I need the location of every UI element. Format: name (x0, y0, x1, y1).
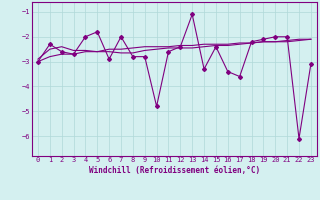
X-axis label: Windchill (Refroidissement éolien,°C): Windchill (Refroidissement éolien,°C) (89, 166, 260, 175)
